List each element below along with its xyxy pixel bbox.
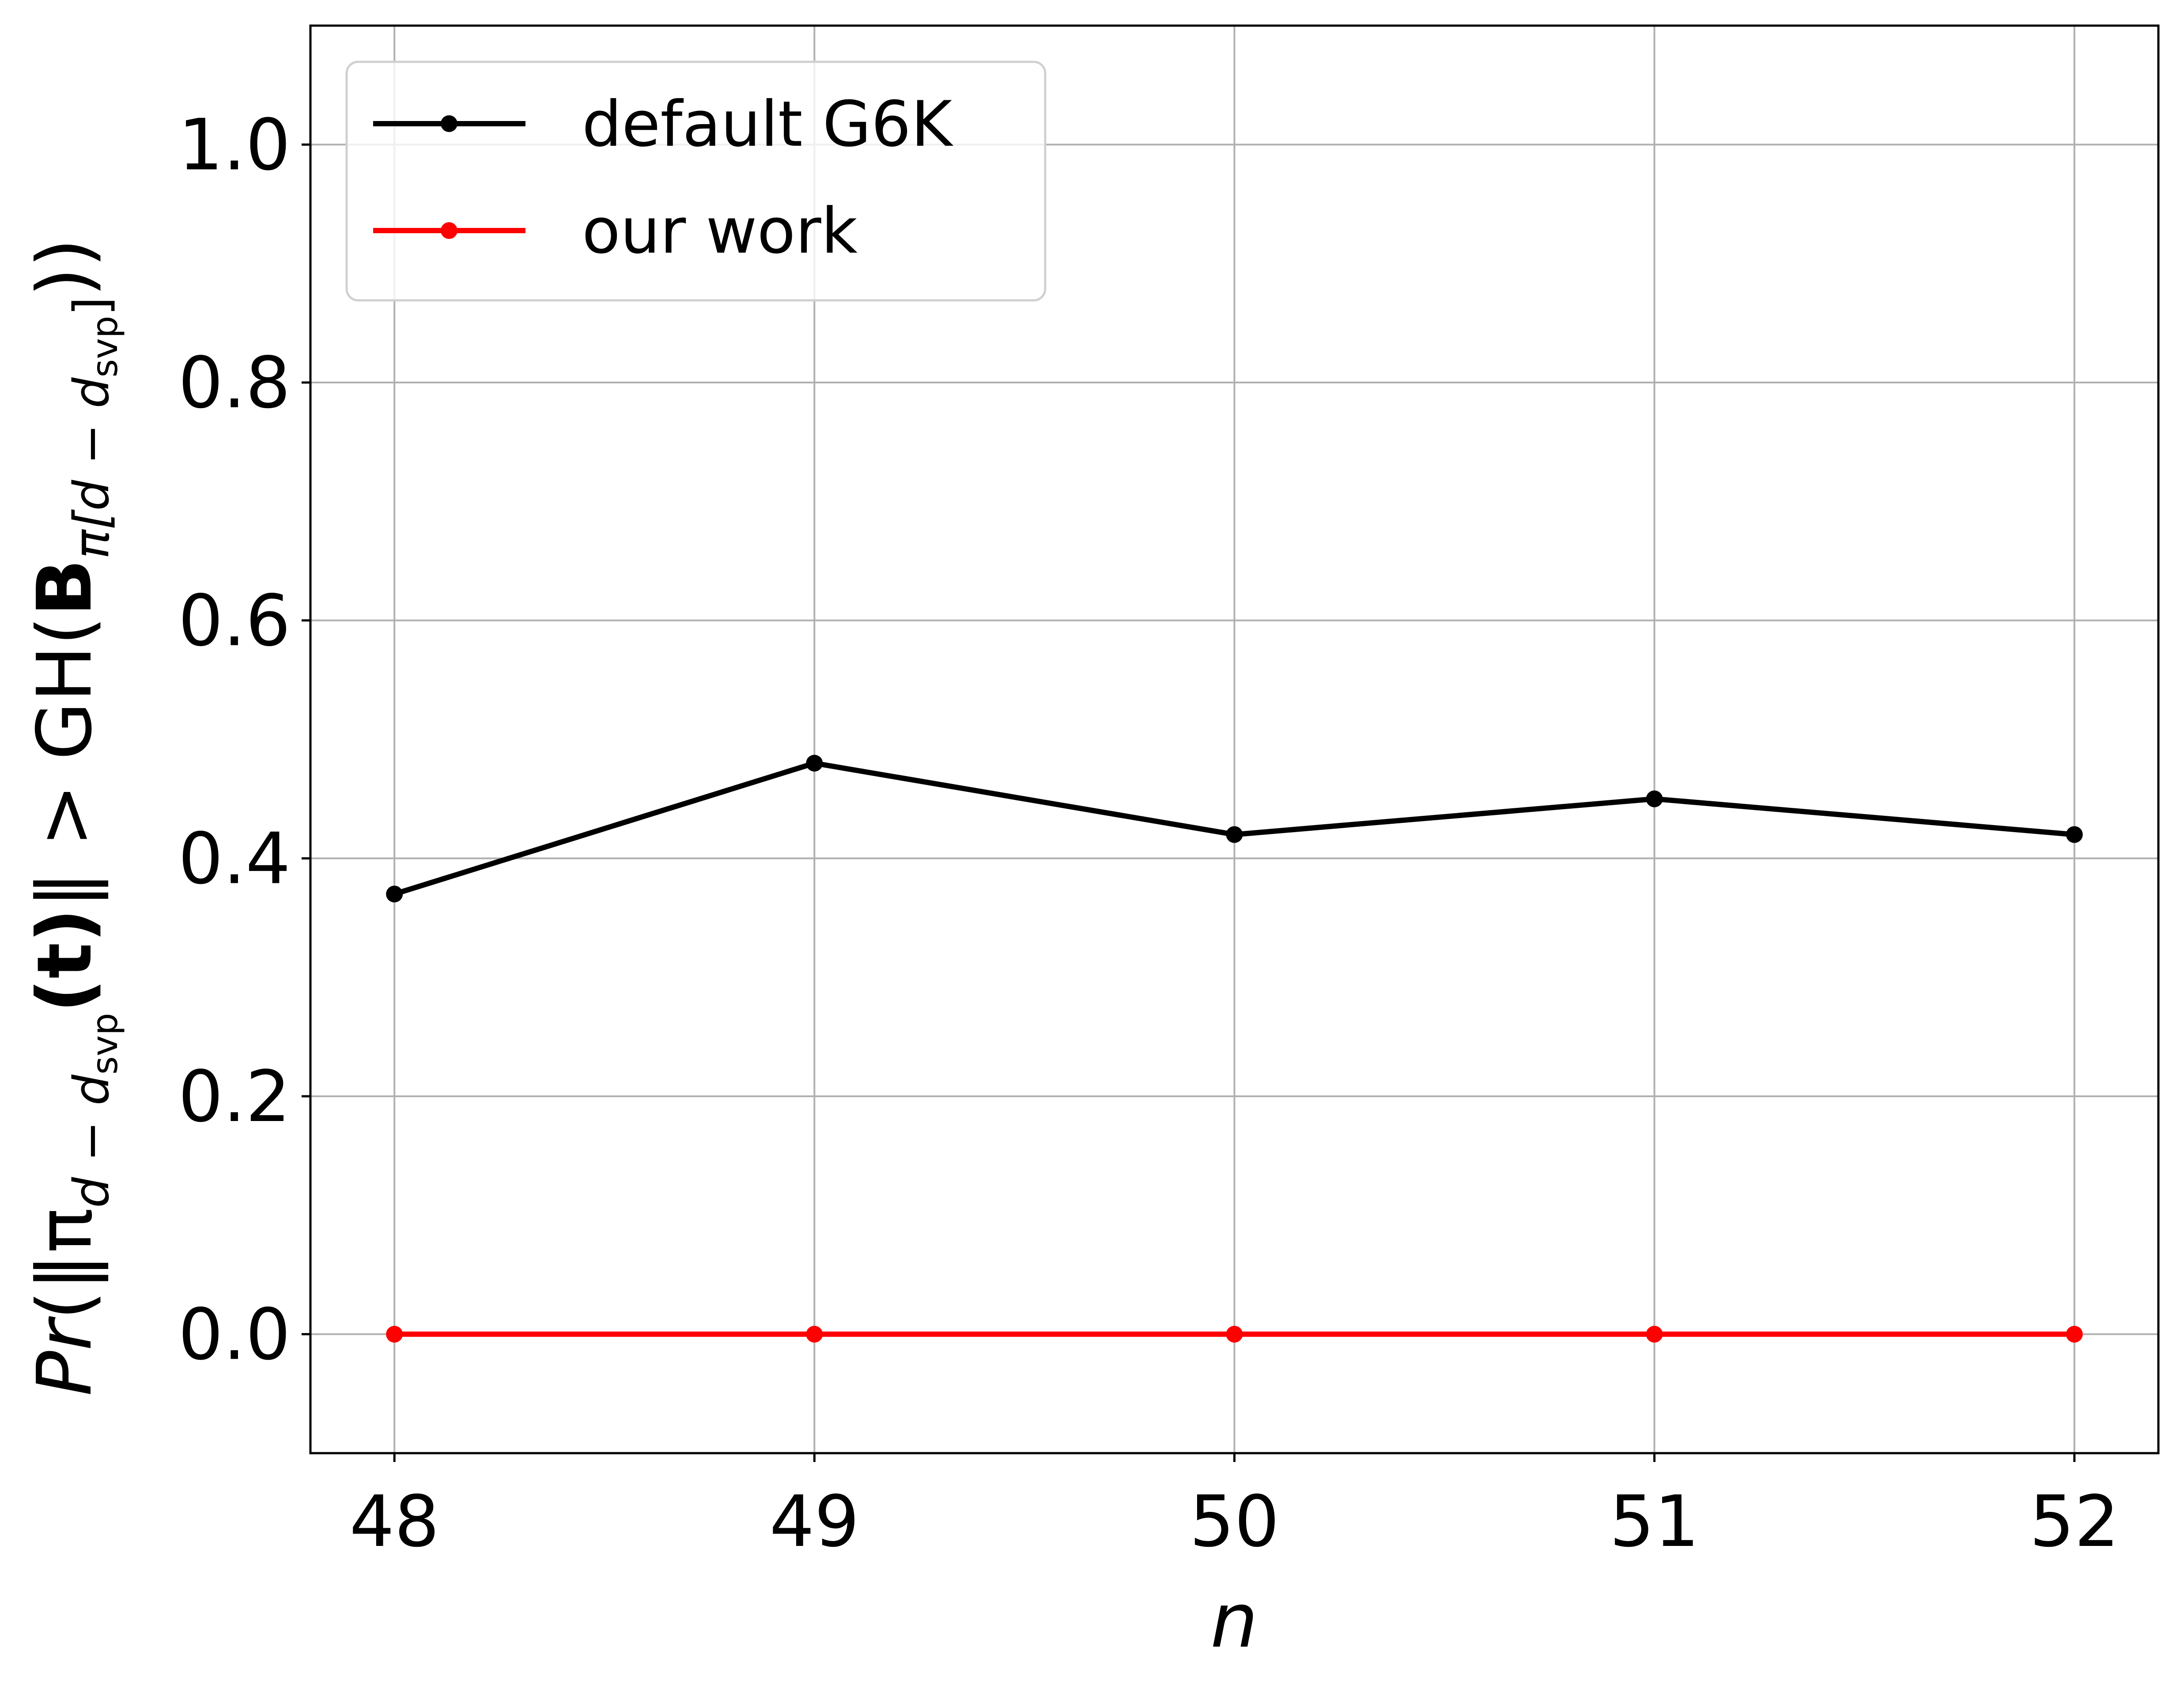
y-label-sub2-end: ] [63, 297, 120, 316]
data-point [1646, 1326, 1663, 1343]
x-axis-label: n [1210, 1577, 1258, 1665]
x-tick-label: 51 [1610, 1480, 1700, 1563]
legend-label-default-g6k: default G6K [582, 88, 954, 161]
data-point [1226, 826, 1243, 843]
ticks: 48 49 50 51 52 0.0 0.2 0.4 0.6 0.8 1.0 [178, 103, 2120, 1563]
data-point [1646, 790, 1663, 807]
data-point [2066, 826, 2083, 843]
y-label-svp1: svp [84, 1013, 125, 1075]
y-label-svp2: svp [84, 316, 125, 378]
y-label-t: (t) [21, 908, 109, 1013]
data-point [1226, 1326, 1243, 1343]
y-tick-label: 0.4 [178, 817, 291, 900]
data-point [2066, 1326, 2083, 1343]
y-tick-label: 1.0 [178, 103, 291, 186]
y-label-pr: Pr [21, 1316, 109, 1396]
y-label-close: )) [21, 238, 109, 297]
y-label-B: B [21, 559, 109, 616]
y-tick-label: 0.6 [178, 579, 291, 662]
legend: default G6K our work [345, 61, 1047, 302]
x-tick-label: 49 [770, 1480, 860, 1563]
y-label-open: (‖π [21, 1208, 109, 1320]
x-tick-label: 50 [1190, 1480, 1280, 1563]
y-tick-label: 0.8 [178, 341, 291, 424]
series-layer [386, 754, 2083, 1343]
data-point [806, 754, 823, 772]
legend-label-our-work: our work [582, 195, 858, 268]
data-point [806, 1326, 823, 1343]
legend-marker-default-g6k [441, 115, 457, 132]
y-label-mid: ‖ > GH( [21, 616, 109, 908]
y-axis-label: Pr(‖πd − dsvp(t)‖ > GH(Bπ[d − dsvp])) [21, 238, 125, 1396]
data-point [386, 1326, 403, 1343]
y-tick-label: 0.0 [178, 1293, 291, 1376]
y-label-sub1: d − d [63, 1074, 120, 1208]
data-point [386, 886, 403, 903]
x-tick-label: 52 [2029, 1480, 2120, 1563]
x-tick-label: 48 [349, 1480, 439, 1563]
y-tick-label: 0.2 [178, 1055, 291, 1138]
y-label-sub2: π[d − d [63, 377, 120, 559]
legend-marker-our-work [441, 222, 457, 239]
